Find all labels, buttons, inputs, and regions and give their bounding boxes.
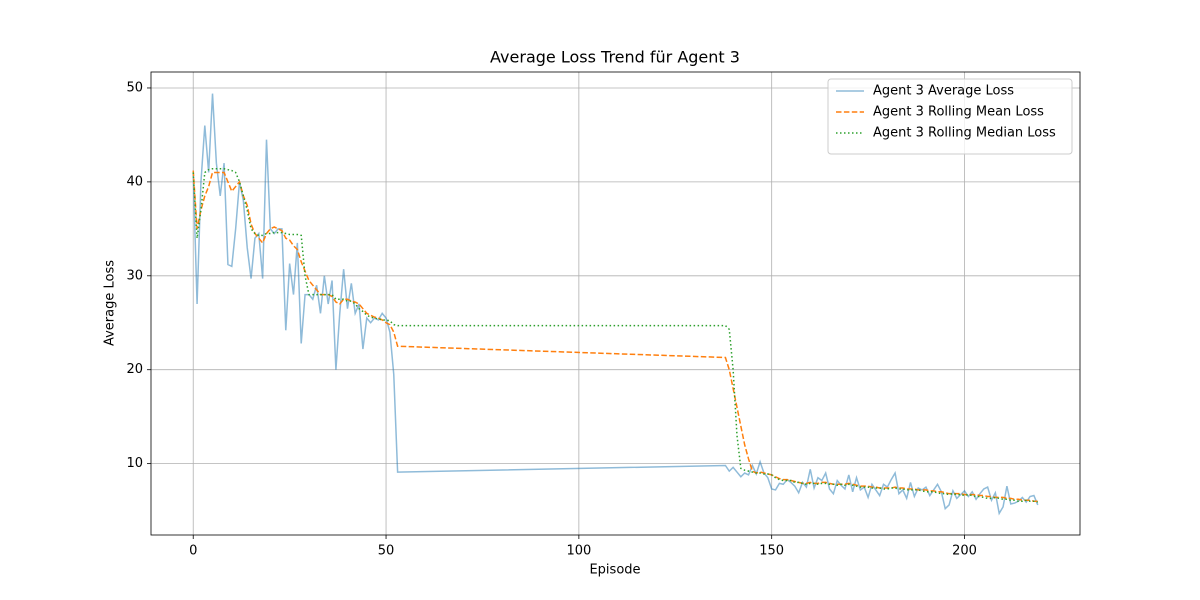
x-axis-label: Episode <box>589 563 640 578</box>
legend-label: Agent 3 Rolling Median Loss <box>873 126 1056 141</box>
legend-box <box>827 78 1073 155</box>
y-axis-label: Average Loss <box>103 260 118 346</box>
y-tick-label: 30 <box>126 268 143 283</box>
x-tick-label: 0 <box>189 544 197 559</box>
plot-frame <box>150 71 1081 536</box>
legend: Agent 3 Average Loss Agent 3 Rolling Mean… <box>827 78 1073 155</box>
chart-title: Average Loss Trend für Agent 3 <box>490 48 740 67</box>
legend-label: Agent 3 Average Loss <box>873 84 1014 99</box>
data-line <box>192 167 1038 503</box>
x-tick-label: 150 <box>759 544 784 559</box>
legend-label: Agent 3 Rolling Mean Loss <box>873 105 1044 120</box>
x-tick-label: 100 <box>566 544 591 559</box>
y-tick-label: 20 <box>126 362 143 377</box>
y-tick-label: 50 <box>126 80 143 95</box>
data-line <box>192 93 1039 516</box>
y-tick-label: 40 <box>126 174 143 189</box>
y-tick-label: 10 <box>126 456 143 471</box>
x-tick-label: 200 <box>952 544 977 559</box>
x-tick-label: 50 <box>378 544 395 559</box>
